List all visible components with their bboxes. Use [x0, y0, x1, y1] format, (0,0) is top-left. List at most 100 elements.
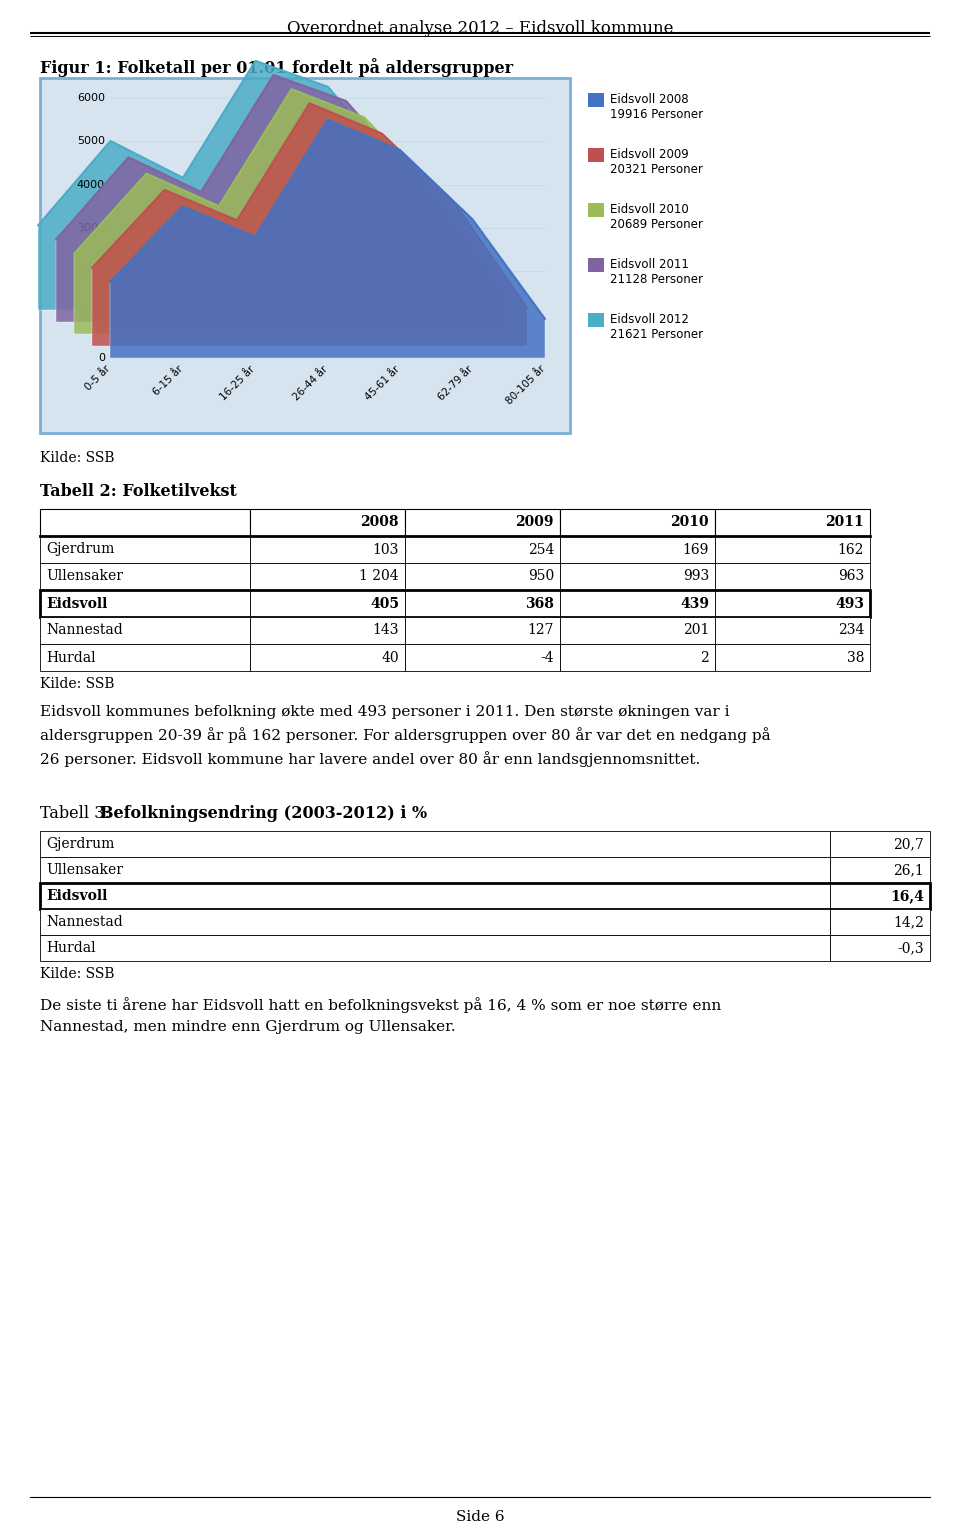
Bar	[830, 856, 930, 884]
Text: 493: 493	[835, 596, 864, 610]
Bar	[40, 618, 250, 644]
Bar	[405, 590, 560, 618]
Text: Eidsvoll: Eidsvoll	[46, 888, 108, 904]
Bar	[250, 537, 405, 563]
Text: Tabell 3:: Tabell 3:	[40, 804, 115, 823]
Text: 80-105 år: 80-105 år	[504, 364, 547, 407]
Bar	[588, 148, 604, 162]
Bar	[830, 910, 930, 936]
Text: 5000: 5000	[77, 136, 105, 147]
Bar	[40, 884, 830, 910]
Polygon shape	[92, 104, 527, 346]
Text: Figur 1: Folketall per 01.01 fordelt på aldersgrupper: Figur 1: Folketall per 01.01 fordelt på …	[40, 58, 514, 76]
Text: Ullensaker: Ullensaker	[46, 862, 123, 878]
Bar	[405, 537, 560, 563]
Bar	[40, 644, 250, 671]
Bar	[250, 618, 405, 644]
Polygon shape	[56, 75, 491, 323]
Text: Kilde: SSB: Kilde: SSB	[40, 451, 114, 465]
Text: 16,4: 16,4	[890, 888, 924, 904]
Bar	[560, 537, 715, 563]
Text: 169: 169	[683, 543, 709, 557]
Bar	[40, 590, 870, 618]
Polygon shape	[74, 89, 509, 333]
Text: Nannestad: Nannestad	[46, 624, 123, 638]
Bar	[588, 258, 604, 272]
Bar	[560, 509, 715, 537]
Bar	[40, 884, 930, 910]
Text: Eidsvoll 2010
20689 Personer: Eidsvoll 2010 20689 Personer	[610, 203, 703, 231]
Bar	[40, 537, 250, 563]
Text: 127: 127	[527, 624, 554, 638]
Text: Gjerdrum: Gjerdrum	[46, 543, 114, 557]
Text: 201: 201	[683, 624, 709, 638]
Bar	[250, 644, 405, 671]
Text: 254: 254	[528, 543, 554, 557]
Text: 439: 439	[680, 596, 709, 610]
Polygon shape	[110, 119, 545, 358]
Bar	[715, 644, 870, 671]
Text: Nannestad: Nannestad	[46, 914, 123, 930]
Bar	[560, 644, 715, 671]
Bar	[560, 590, 715, 618]
Text: De siste ti årene har Eidsvoll hatt en befolkningsvekst på 16, 4 % som er noe st: De siste ti årene har Eidsvoll hatt en b…	[40, 997, 721, 1034]
Text: 0: 0	[98, 353, 105, 362]
Text: 162: 162	[838, 543, 864, 557]
Text: Eidsvoll 2011
21128 Personer: Eidsvoll 2011 21128 Personer	[610, 258, 703, 286]
Bar	[405, 644, 560, 671]
Bar	[715, 618, 870, 644]
Text: 45-61 år: 45-61 år	[364, 364, 402, 402]
Text: -4: -4	[540, 650, 554, 665]
Bar	[588, 203, 604, 217]
Text: 20,7: 20,7	[893, 836, 924, 852]
Bar	[40, 563, 250, 590]
Text: 2000: 2000	[77, 266, 105, 277]
Bar	[405, 509, 560, 537]
Bar	[40, 509, 250, 537]
Text: 2: 2	[700, 650, 709, 665]
Text: 26-44 år: 26-44 år	[291, 364, 329, 402]
Text: Gjerdrum: Gjerdrum	[46, 836, 114, 852]
Bar	[588, 93, 604, 107]
Text: 6000: 6000	[77, 93, 105, 102]
Bar	[405, 618, 560, 644]
Bar	[715, 537, 870, 563]
Text: Befolkningsendring (2003-2012) i %: Befolkningsendring (2003-2012) i %	[100, 804, 427, 823]
Text: 2008: 2008	[361, 515, 399, 529]
Text: 4000: 4000	[77, 180, 105, 190]
Bar	[250, 509, 405, 537]
Text: Kilde: SSB: Kilde: SSB	[40, 677, 114, 691]
Text: 40: 40	[381, 650, 399, 665]
Text: 963: 963	[838, 569, 864, 584]
Text: 14,2: 14,2	[893, 914, 924, 930]
Text: Tabell 2: Folketilvekst: Tabell 2: Folketilvekst	[40, 483, 237, 500]
Text: Eidsvoll 2009
20321 Personer: Eidsvoll 2009 20321 Personer	[610, 148, 703, 176]
Bar	[560, 563, 715, 590]
Text: Kilde: SSB: Kilde: SSB	[40, 966, 114, 982]
Text: 1000: 1000	[77, 310, 105, 320]
Bar	[40, 910, 830, 936]
Text: 368: 368	[525, 596, 554, 610]
Text: -0,3: -0,3	[898, 940, 924, 956]
Text: 143: 143	[372, 624, 399, 638]
Bar	[40, 936, 830, 962]
Bar	[40, 78, 570, 433]
Bar	[588, 313, 604, 327]
Text: Hurdal: Hurdal	[46, 650, 96, 665]
Text: 38: 38	[847, 650, 864, 665]
Bar	[40, 856, 830, 884]
Text: 234: 234	[838, 624, 864, 638]
Text: Side 6: Side 6	[456, 1511, 504, 1524]
Bar	[830, 936, 930, 962]
Text: Eidsvoll 2012
21621 Personer: Eidsvoll 2012 21621 Personer	[610, 313, 703, 341]
Text: 405: 405	[370, 596, 399, 610]
Bar	[715, 509, 870, 537]
Polygon shape	[38, 61, 473, 310]
Text: 2009: 2009	[516, 515, 554, 529]
Bar	[40, 590, 250, 618]
Text: Eidsvoll 2008
19916 Personer: Eidsvoll 2008 19916 Personer	[610, 93, 703, 121]
Text: Eidsvoll: Eidsvoll	[46, 596, 108, 610]
Text: 2011: 2011	[826, 515, 864, 529]
Text: 950: 950	[528, 569, 554, 584]
Text: Eidsvoll kommunes befolkning økte med 493 personer i 2011. Den største økningen : Eidsvoll kommunes befolkning økte med 49…	[40, 705, 771, 768]
